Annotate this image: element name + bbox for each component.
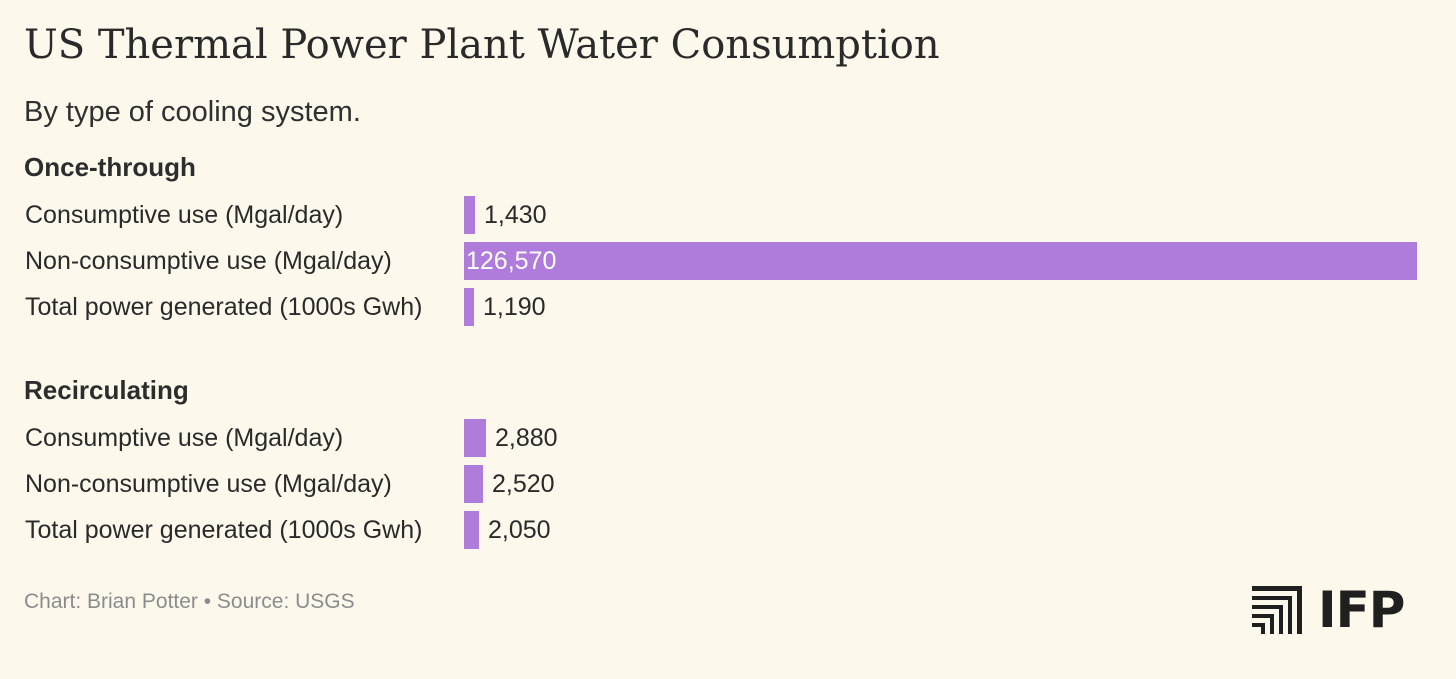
bar-label: Consumptive use (Mgal/day) xyxy=(25,201,344,229)
bar xyxy=(464,242,1417,280)
bar-value-label: 126,570 xyxy=(466,247,557,275)
ifp-stripes-icon xyxy=(1252,586,1302,634)
bar-value-label: 1,430 xyxy=(484,201,547,229)
group-title: Once-through xyxy=(24,152,196,182)
bar-label: Total power generated (1000s Gwh) xyxy=(25,516,423,544)
bar xyxy=(464,288,474,326)
bar-label: Consumptive use (Mgal/day) xyxy=(25,424,344,452)
bar-label: Non-consumptive use (Mgal/day) xyxy=(25,470,392,498)
bar-value-label: 2,880 xyxy=(495,424,558,452)
bar-label: Non-consumptive use (Mgal/day) xyxy=(25,247,392,275)
bar-value-label: 2,520 xyxy=(492,470,555,498)
bar-value-label: 1,190 xyxy=(483,293,546,321)
ifp-logo-text: IFP xyxy=(1318,581,1405,639)
bar-label: Total power generated (1000s Gwh) xyxy=(25,293,423,321)
chart-subtitle: By type of cooling system. xyxy=(24,96,361,128)
group-title: Recirculating xyxy=(24,375,189,405)
bar xyxy=(464,511,479,549)
bar xyxy=(464,196,475,234)
chart-footer: Chart: Brian Potter • Source: USGS xyxy=(24,590,355,613)
bar xyxy=(464,465,483,503)
bar xyxy=(464,419,486,457)
ifp-logo: IFP xyxy=(1252,581,1405,639)
chart-title: US Thermal Power Plant Water Consumption xyxy=(24,22,940,68)
bar-value-label: 2,050 xyxy=(488,516,551,544)
